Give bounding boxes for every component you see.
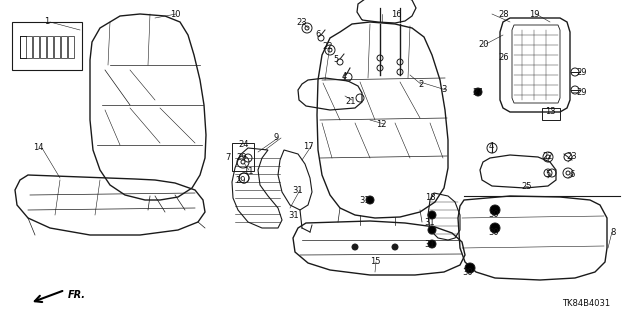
Circle shape — [490, 223, 500, 233]
Text: 31: 31 — [425, 240, 435, 249]
Bar — [47, 36, 53, 58]
Bar — [542, 108, 560, 120]
Text: 8: 8 — [610, 228, 616, 237]
Bar — [61, 36, 67, 58]
Text: TK84B4031: TK84B4031 — [562, 299, 610, 308]
Text: 5: 5 — [333, 55, 339, 64]
Text: FR.: FR. — [68, 290, 86, 300]
Text: 13: 13 — [545, 107, 556, 116]
Text: 6: 6 — [570, 170, 575, 179]
Text: 18: 18 — [425, 193, 435, 202]
Text: 31: 31 — [289, 211, 300, 220]
Bar — [12, 22, 82, 70]
Text: 20: 20 — [479, 40, 489, 49]
Text: 15: 15 — [370, 257, 380, 266]
Text: 7: 7 — [225, 153, 230, 162]
Circle shape — [474, 88, 482, 96]
Text: 3: 3 — [442, 85, 447, 94]
Text: 29: 29 — [576, 68, 586, 77]
Text: 19: 19 — [529, 10, 540, 19]
Text: 31: 31 — [292, 186, 303, 195]
Circle shape — [428, 226, 436, 234]
Text: 23: 23 — [566, 152, 577, 161]
Text: 23: 23 — [297, 18, 307, 27]
Bar — [54, 36, 60, 58]
Text: 2: 2 — [419, 80, 424, 89]
Text: 17: 17 — [303, 142, 314, 151]
Text: 29: 29 — [237, 153, 247, 162]
Circle shape — [465, 263, 475, 273]
Text: 28: 28 — [499, 10, 509, 19]
Circle shape — [428, 240, 436, 248]
Text: 29: 29 — [236, 176, 246, 185]
Circle shape — [428, 211, 436, 219]
Text: 16: 16 — [390, 10, 401, 19]
Bar — [33, 36, 39, 58]
Text: 1: 1 — [44, 17, 50, 26]
Bar — [40, 36, 46, 58]
Text: 9: 9 — [273, 133, 278, 142]
Text: 5: 5 — [545, 170, 550, 179]
Text: 14: 14 — [33, 143, 44, 152]
Text: 22: 22 — [323, 42, 333, 51]
Bar — [232, 143, 254, 171]
Text: 24: 24 — [239, 140, 249, 149]
Text: 21: 21 — [346, 97, 356, 106]
Bar — [26, 36, 32, 58]
Circle shape — [239, 173, 249, 183]
Text: 30: 30 — [489, 210, 499, 219]
Text: 29: 29 — [576, 88, 586, 97]
Text: 4: 4 — [341, 72, 347, 81]
Text: 12: 12 — [376, 120, 387, 129]
Text: 26: 26 — [499, 53, 509, 62]
Text: 10: 10 — [170, 10, 180, 19]
Circle shape — [392, 244, 398, 250]
Circle shape — [366, 196, 374, 204]
Text: 31: 31 — [360, 196, 370, 205]
Text: 27: 27 — [473, 88, 483, 97]
Text: 30: 30 — [489, 228, 499, 237]
Text: 25: 25 — [522, 182, 532, 191]
Text: 31: 31 — [425, 218, 435, 227]
Text: 4: 4 — [488, 142, 493, 151]
Text: 11: 11 — [243, 167, 253, 176]
Bar — [68, 36, 74, 58]
Text: 30: 30 — [463, 268, 474, 277]
Text: 22: 22 — [543, 152, 553, 161]
Circle shape — [490, 205, 500, 215]
Text: 6: 6 — [316, 30, 321, 39]
Circle shape — [352, 244, 358, 250]
